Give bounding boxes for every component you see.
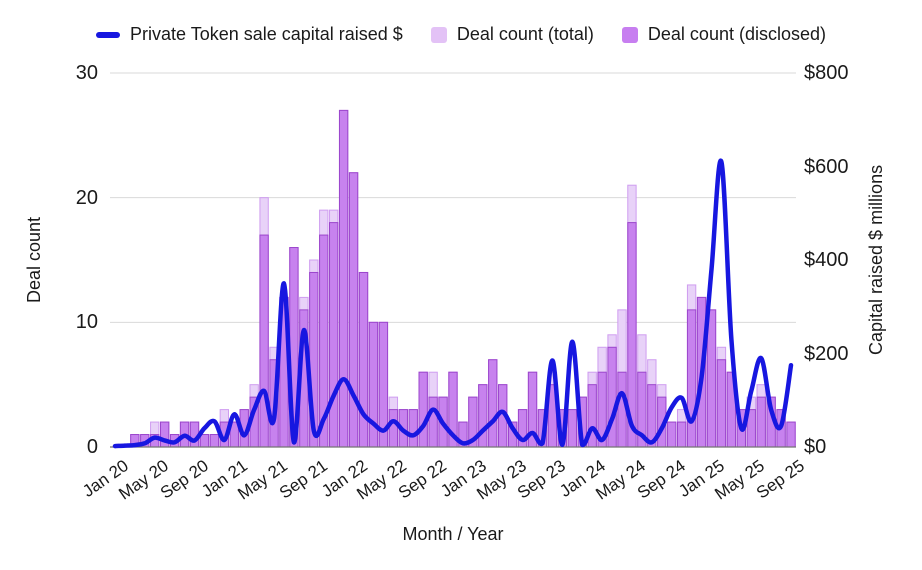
legend-label: Deal count (total)	[456, 24, 594, 44]
bar-disclosed	[418, 371, 428, 448]
bar-disclosed	[706, 309, 717, 448]
right-axis-title: Capital raised $ millions	[866, 164, 886, 356]
bar-disclosed	[408, 409, 418, 448]
bar-disclosed	[209, 434, 220, 448]
bar-disclosed	[358, 271, 369, 448]
y-left-tick-label: 20	[75, 186, 98, 209]
bar-disclosed	[329, 222, 339, 448]
bar-disclosed	[676, 421, 687, 448]
bar-disclosed	[756, 396, 766, 448]
bar-disclosed	[667, 421, 677, 448]
bar-disclosed	[388, 409, 399, 448]
bar-disclosed	[716, 359, 727, 448]
legend-item-2: Deal count (disclosed)	[621, 24, 826, 45]
bar-disclosed	[786, 421, 796, 448]
y-right-tick-label: $400	[804, 249, 849, 271]
bar-disclosed	[478, 384, 488, 448]
legend-label: Deal count (disclosed)	[647, 24, 826, 44]
bar-disclosed	[488, 359, 498, 448]
legend-item-0: Private Token sale capital raised $	[96, 24, 403, 45]
y-left-tick-label: 30	[75, 62, 98, 84]
bar-disclosed	[428, 396, 438, 448]
capital-raised-line	[112, 158, 794, 449]
bar-disclosed	[259, 234, 269, 448]
bar-disclosed	[338, 109, 349, 448]
y-left-tick-label: 10	[75, 311, 98, 334]
y-right-tick-label: $200	[804, 342, 849, 365]
y-right-tick-label: $0	[804, 436, 827, 458]
legend-line-marker	[96, 31, 120, 38]
bar-disclosed	[617, 371, 627, 448]
bar-disclosed	[686, 309, 697, 448]
y-right-tick-label: $800	[804, 62, 849, 84]
legend-item-1: Deal count (total)	[430, 24, 594, 45]
x-axis-title: Month / Year	[402, 524, 504, 544]
bar-disclosed	[567, 409, 577, 448]
chart-legend: Private Token sale capital raised $ Deal …	[0, 24, 922, 45]
legend-label: Private Token sale capital raised $	[130, 24, 403, 44]
y-left-tick-label: 0	[86, 436, 98, 458]
bar-disclosed	[199, 434, 210, 448]
legend-square-marker	[621, 26, 638, 43]
y-right-tick-label: $600	[804, 155, 849, 178]
legend-square-marker	[430, 26, 447, 43]
left-axis-title: Deal count	[24, 216, 44, 304]
